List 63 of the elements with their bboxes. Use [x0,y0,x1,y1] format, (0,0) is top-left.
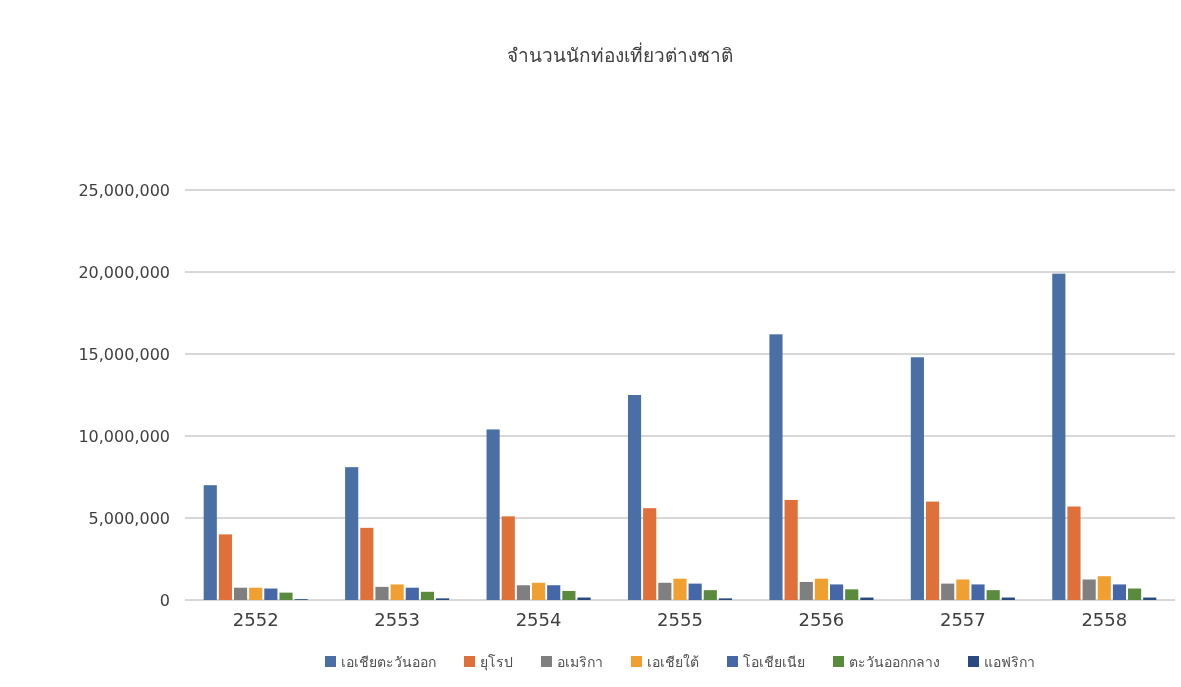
bar [375,586,389,600]
legend-label: อเมริกา [557,654,603,670]
bar [1082,579,1096,600]
bar [420,591,435,600]
bar [345,467,359,600]
y-tick-label: 15,000,000 [78,345,170,364]
legend-label: แอฟริกา [984,654,1035,670]
bar [218,534,232,600]
bar [233,587,248,600]
bar [799,581,813,600]
bar [910,357,924,600]
bar [1052,273,1066,600]
bar [516,585,530,600]
x-tick-label: 2556 [798,609,845,630]
bar [627,395,642,600]
bar [986,590,1000,600]
bar [673,578,687,600]
bar [486,429,500,600]
x-tick-label: 2552 [232,609,279,630]
bar [405,587,419,600]
bar [688,583,702,600]
chart-title: จำนวนนักท่องเที่ยวต่างชาติ [507,42,733,66]
y-tick-label: 5,000,000 [88,509,170,528]
bar [547,585,561,600]
bar [769,334,783,600]
bar [703,590,717,600]
bar [203,485,217,600]
x-tick-label: 2553 [374,609,421,630]
bar [360,527,374,600]
legend-label: เอเชียตะวันออก [341,654,436,670]
bar [658,582,672,600]
x-tick-label: 2558 [1081,609,1128,630]
bar [845,589,859,600]
bar [1067,506,1081,600]
bar [971,584,985,600]
legend-label: เอเชียใต้ [647,654,699,670]
bar [1097,576,1111,600]
y-tick-label: 20,000,000 [78,263,170,282]
bar [249,587,263,600]
legend-label: โอเชียเนีย [743,654,805,670]
bar [956,579,970,600]
bar [562,590,576,600]
bar [390,584,404,600]
bar [1112,584,1127,600]
y-tick-label: 10,000,000 [78,427,170,446]
y-tick-label: 0 [159,591,170,610]
x-tick-label: 2555 [657,609,703,630]
bar [925,501,940,600]
y-tick-label: 25,000,000 [78,181,170,200]
x-tick-label: 2554 [515,609,562,630]
bar [784,499,798,600]
bar [501,516,515,600]
bar [814,578,829,600]
bar [1128,588,1142,600]
bar [279,592,293,600]
bar [830,584,844,600]
bar [643,508,657,600]
x-tick-label: 2557 [939,609,986,630]
bar [532,582,546,600]
legend-label: ยุโรป [480,654,513,671]
bar [264,588,278,600]
legend-label: ตะวันออกกลาง [849,654,940,670]
bar [941,583,955,600]
